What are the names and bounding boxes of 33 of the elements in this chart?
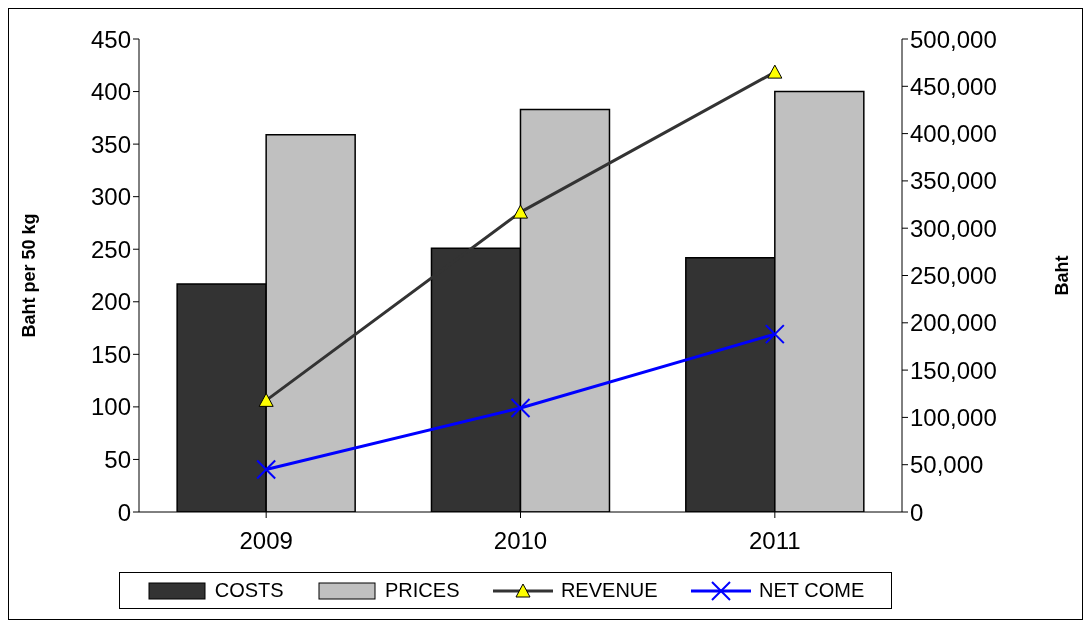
y-tick-label: 350 [90,130,131,158]
y2-tick-label: 50,000 [910,451,984,479]
point [764,324,785,345]
y-axis-title: Baht per 50 kg [19,213,40,338]
y2-tick-label: 250,000 [910,262,997,290]
point [510,397,531,418]
y-tick-label: 250 [90,235,131,263]
y2-tick-label: 100,000 [910,403,997,431]
y2-axis-title: Baht [1052,255,1073,296]
point [256,459,277,480]
y-tick-label: 0 [117,498,131,526]
x-tick-label: 2011 [749,527,801,555]
y2-tick-label: 500,000 [910,25,997,53]
y-tick-label: 300 [90,183,131,211]
legend-label: PRICES [385,579,460,602]
legend-label: REVENUE [560,579,658,602]
y-tick-label: 400 [90,78,131,106]
x-tick-label: 2010 [493,527,548,555]
y2-tick-label: 150,000 [910,356,997,384]
legend-label: NET COME [759,579,865,602]
y-tick-label: 100 [90,393,131,421]
y2-tick-label: 450,000 [910,72,997,100]
y-tick-label: 50 [104,445,131,473]
y2-tick-label: 400,000 [910,120,997,148]
y2-tick-label: 0 [910,498,924,526]
y2-tick-label: 300,000 [910,214,997,242]
y-tick-label: 200 [90,288,131,316]
legend-label: COSTS [214,579,284,602]
y2-tick-label: 200,000 [910,309,997,337]
y-tick-label: 150 [90,340,131,368]
y-tick-label: 450 [90,25,131,53]
x-tick-label: 2009 [239,527,293,555]
y2-tick-label: 350,000 [910,167,997,195]
